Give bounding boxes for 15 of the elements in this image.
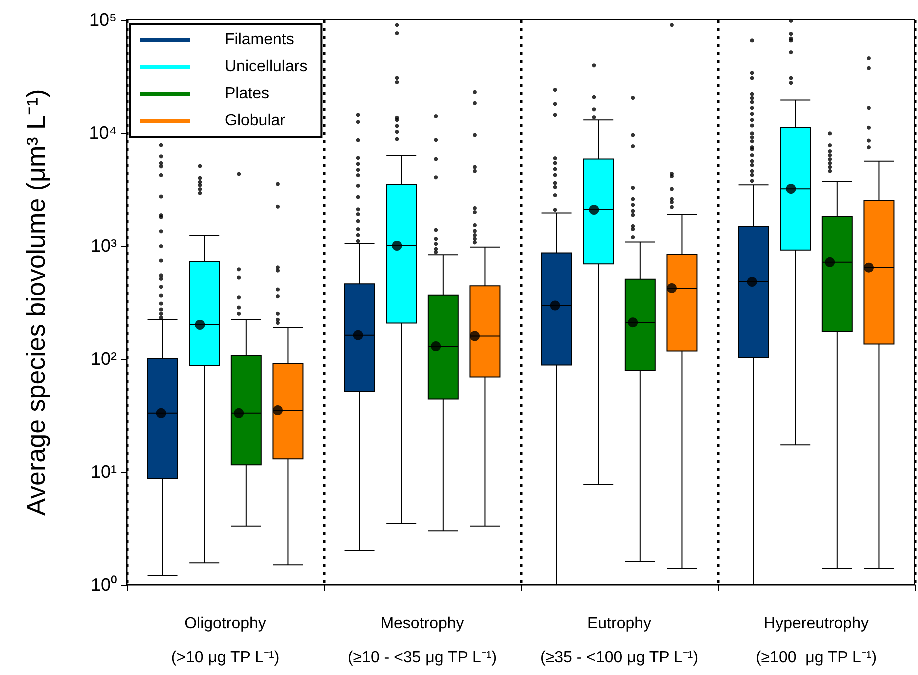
y-tick-label: 10³ [90, 236, 118, 256]
x-tick-label: Eutrophy (≥35 - <100 μg TP L⁻¹) [540, 616, 699, 666]
y-tick-label: 10⁵ [90, 10, 117, 30]
legend-label: Unicellulars [225, 58, 308, 76]
x-tick-label: Oligotrophy (>10 μg TP L⁻¹) [171, 616, 280, 666]
y-axis-title: Average species biovolume (μm³ L⁻¹) [21, 89, 51, 516]
y-tick-label: 10⁰ [90, 575, 117, 595]
y-tick-label: 10⁴ [89, 123, 117, 143]
legend-label: Plates [225, 86, 270, 102]
y-tick-label: 10² [90, 349, 118, 369]
legend-label: Filaments [225, 32, 294, 48]
legend-label: Globular [225, 112, 286, 130]
y-tick-label: 10¹ [90, 462, 118, 482]
x-tick-label: Mesotrophy (≥10 - <35 μg TP L⁻¹) [348, 616, 498, 666]
x-tick-label: Hypereutrophy (≥100 μg TP L⁻¹) [756, 616, 878, 666]
